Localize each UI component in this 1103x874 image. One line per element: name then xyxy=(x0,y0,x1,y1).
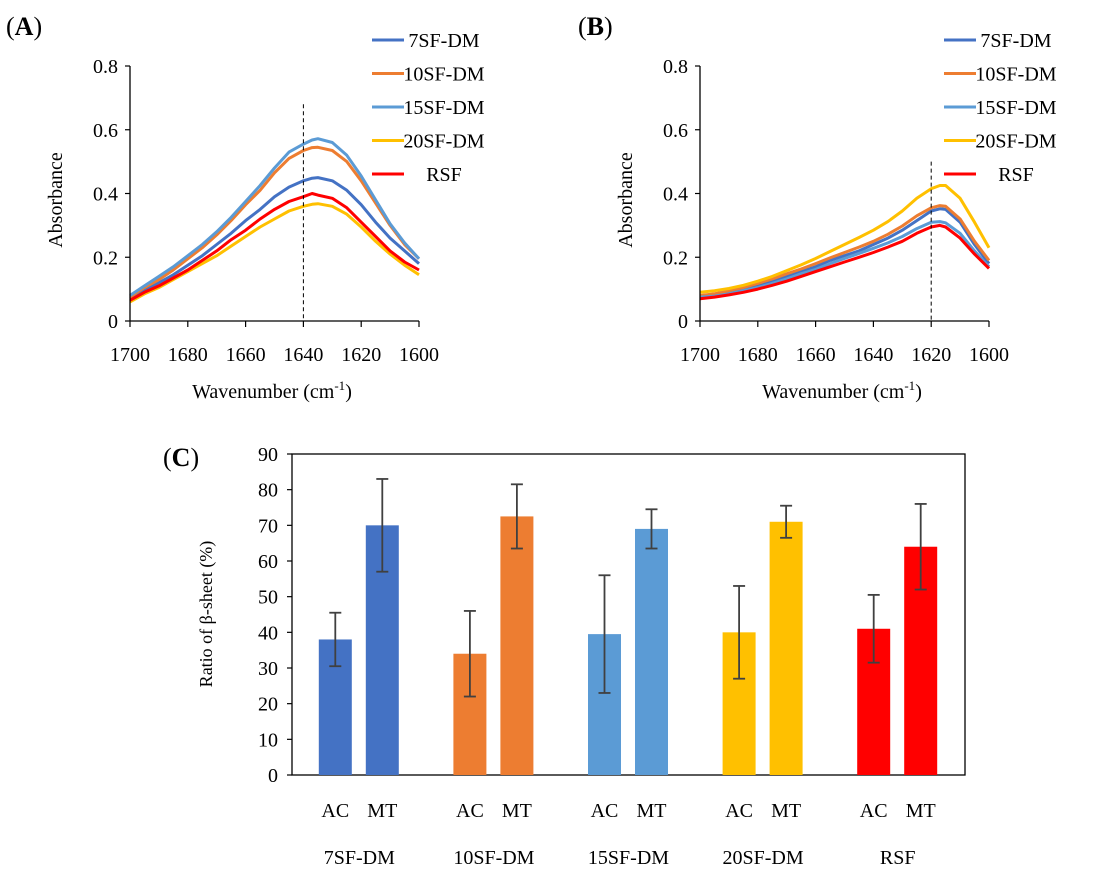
panel-c-bar-20sf-dm-mt xyxy=(769,521,803,775)
panel-c-y-axis-title: Ratio of β-sheet (%) xyxy=(196,541,217,688)
panel-b-x-tick-label: 1640 xyxy=(853,344,893,366)
panel-a-y-tick-label: 0.2 xyxy=(93,247,118,269)
panel-a-legend-label-20sf-dm: 20SF-DM xyxy=(403,131,484,153)
panel-b-legend-label-10sf-dm: 10SF-DM xyxy=(975,64,1056,86)
panel-b-legend-label-20sf-dm: 20SF-DM xyxy=(975,131,1056,153)
panel-a-x-tick-label: 1600 xyxy=(399,344,439,366)
panel-a-legend-label-15sf-dm: 15SF-DM xyxy=(403,97,484,119)
panel-b-x-tick-label: 1700 xyxy=(680,344,720,366)
panel-c-category-label: MT xyxy=(637,800,667,822)
panel-c-group-label: 10SF-DM xyxy=(453,847,534,869)
panel-a-legend-label-rsf: RSF xyxy=(426,164,462,186)
panel-c-y-tick-label: 20 xyxy=(258,694,278,716)
panel-a-y-tick-label: 0.8 xyxy=(93,56,118,78)
panel-c-group-label: RSF xyxy=(880,847,916,869)
panel-a-series xyxy=(129,137,421,304)
panel-b-y-tick-label: 0.4 xyxy=(663,184,688,206)
panel-c-plot-frame xyxy=(291,453,966,776)
panel-a-label: (A) xyxy=(6,12,42,41)
panel-c-y-tick-label: 0 xyxy=(268,765,278,787)
panel-b-x-axis-title: Wavenumber (cm-1) xyxy=(762,378,922,403)
panel-a: (A) 0 0.2 0.4 0.6 0.8 1700 1680 1660 1640 1620 16… xyxy=(6,12,485,403)
panel-b-letter: B xyxy=(587,12,604,41)
panel-c-y-tick-label: 10 xyxy=(258,729,278,751)
panel-a-legend: 7SF-DM 10SF-DM 15SF-DM 20SF-DM RSF xyxy=(372,30,485,186)
panel-a-series-line-20sf-dm xyxy=(129,202,420,304)
panel-c-category-label: AC xyxy=(591,800,619,822)
panel-a-series-line-10sf-dm xyxy=(129,145,421,299)
panel-a-x-axis-title: Wavenumber (cm-1) xyxy=(192,378,352,403)
panel-c-y-tick-label: 30 xyxy=(258,658,278,680)
panel-b-y-ticks: 0 0.2 0.4 0.6 0.8 xyxy=(663,56,700,333)
panel-c-category-label: MT xyxy=(906,800,936,822)
panel-b-legend-label-15sf-dm: 15SF-DM xyxy=(975,97,1056,119)
panel-c-bars xyxy=(318,478,938,775)
panel-c-category-label: MT xyxy=(367,800,397,822)
panel-b: (B) 0 0.2 0.4 0.6 0.8 1700 1680 1660 1640 1620 16… xyxy=(578,12,1057,403)
panel-a-y-tick-label: 0 xyxy=(108,311,118,333)
panel-b-series-line-rsf xyxy=(699,223,991,301)
panel-b-series-line-7sf-dm xyxy=(699,207,991,299)
panel-b-series-line-10sf-dm xyxy=(699,204,991,297)
panel-a-series-line-7sf-dm xyxy=(129,176,420,301)
panel-b-legend-label-rsf: RSF xyxy=(998,164,1034,186)
panel-b-label: (B) xyxy=(578,12,613,41)
panel-a-x-ticks: 1700 1680 1660 1640 1620 1600 xyxy=(110,321,439,366)
panel-c-category-label: AC xyxy=(860,800,888,822)
panel-c-group-label: 20SF-DM xyxy=(723,847,804,869)
panel-c-letter: C xyxy=(172,443,191,472)
panel-b-legend: 7SF-DM 10SF-DM 15SF-DM 20SF-DM RSF xyxy=(944,30,1057,186)
panel-b-x-tick-label: 1660 xyxy=(796,344,836,366)
panel-a-x-tick-label: 1700 xyxy=(110,344,150,366)
panel-b-x-ticks: 1700 1680 1660 1640 1620 1600 xyxy=(680,321,1009,366)
panel-c-y-tick-label: 80 xyxy=(258,480,278,502)
panel-c-category-label: MT xyxy=(771,800,801,822)
panel-c-category-label: AC xyxy=(725,800,753,822)
panel-a-legend-label-10sf-dm: 10SF-DM xyxy=(403,64,484,86)
panel-a-y-tick-label: 0.4 xyxy=(93,184,118,206)
panel-b-x-tick-label: 1620 xyxy=(911,344,951,366)
panel-b-y-axis-title: Absorbance xyxy=(615,152,637,248)
panel-a-series-line-rsf xyxy=(129,192,420,302)
panel-b-y-tick-label: 0 xyxy=(678,311,688,333)
panel-b-series xyxy=(699,184,991,301)
panel-c-y-tick-label: 60 xyxy=(258,551,278,573)
panel-b-x-tick-label: 1600 xyxy=(969,344,1009,366)
panel-c-group-label: 15SF-DM xyxy=(588,847,669,869)
panel-a-letter: A xyxy=(15,12,34,41)
panel-a-y-axis-title: Absorbance xyxy=(45,152,67,248)
panel-a-x-tick-label: 1640 xyxy=(283,344,323,366)
panel-c-category-label: AC xyxy=(321,800,349,822)
panel-c-y-tick-label: 90 xyxy=(258,444,278,466)
panel-b-y-tick-label: 0.8 xyxy=(663,56,688,78)
panel-c-group-label: 7SF-DM xyxy=(324,847,395,869)
panel-c-x-labels: AC MT 7SF-DM AC MT 10SF-DM AC MT 15SF-DM AC MT 20SF… xyxy=(321,800,935,869)
panel-c-category-label: MT xyxy=(502,800,532,822)
panel-b-series-line-15sf-dm xyxy=(699,220,991,299)
panel-b-y-tick-label: 0.2 xyxy=(663,247,688,269)
panel-b-y-tick-label: 0.6 xyxy=(663,120,688,142)
panel-c-y-tick-label: 40 xyxy=(258,622,278,644)
panel-a-x-tick-label: 1620 xyxy=(341,344,381,366)
panel-b-series-line-20sf-dm xyxy=(699,184,991,294)
panel-c-y-ticks: 0 10 20 30 40 50 60 70 80 90 xyxy=(258,444,292,787)
panel-a-x-tick-label: 1680 xyxy=(168,344,208,366)
panel-c: (C) 0 10 20 30 40 50 60 70 80 90 AC MT 7SF-DM AC MT 10… xyxy=(163,443,966,869)
panel-a-x-tick-label: 1660 xyxy=(226,344,266,366)
panel-c-label: (C) xyxy=(163,443,199,472)
panel-b-x-tick-label: 1680 xyxy=(738,344,778,366)
panel-c-bar-10sf-dm-mt xyxy=(500,516,534,775)
panel-c-y-tick-label: 70 xyxy=(258,515,278,537)
panel-a-series-line-15sf-dm xyxy=(129,137,421,297)
panel-c-bar-15sf-dm-mt xyxy=(635,528,668,775)
panel-a-y-tick-label: 0.6 xyxy=(93,120,118,142)
panel-a-y-ticks: 0 0.2 0.4 0.6 0.8 xyxy=(93,56,130,333)
panel-c-category-label: AC xyxy=(456,800,484,822)
panel-a-legend-label-7sf-dm: 7SF-DM xyxy=(408,30,479,52)
panel-c-y-tick-label: 50 xyxy=(258,587,278,609)
panel-b-legend-label-7sf-dm: 7SF-DM xyxy=(980,30,1051,52)
